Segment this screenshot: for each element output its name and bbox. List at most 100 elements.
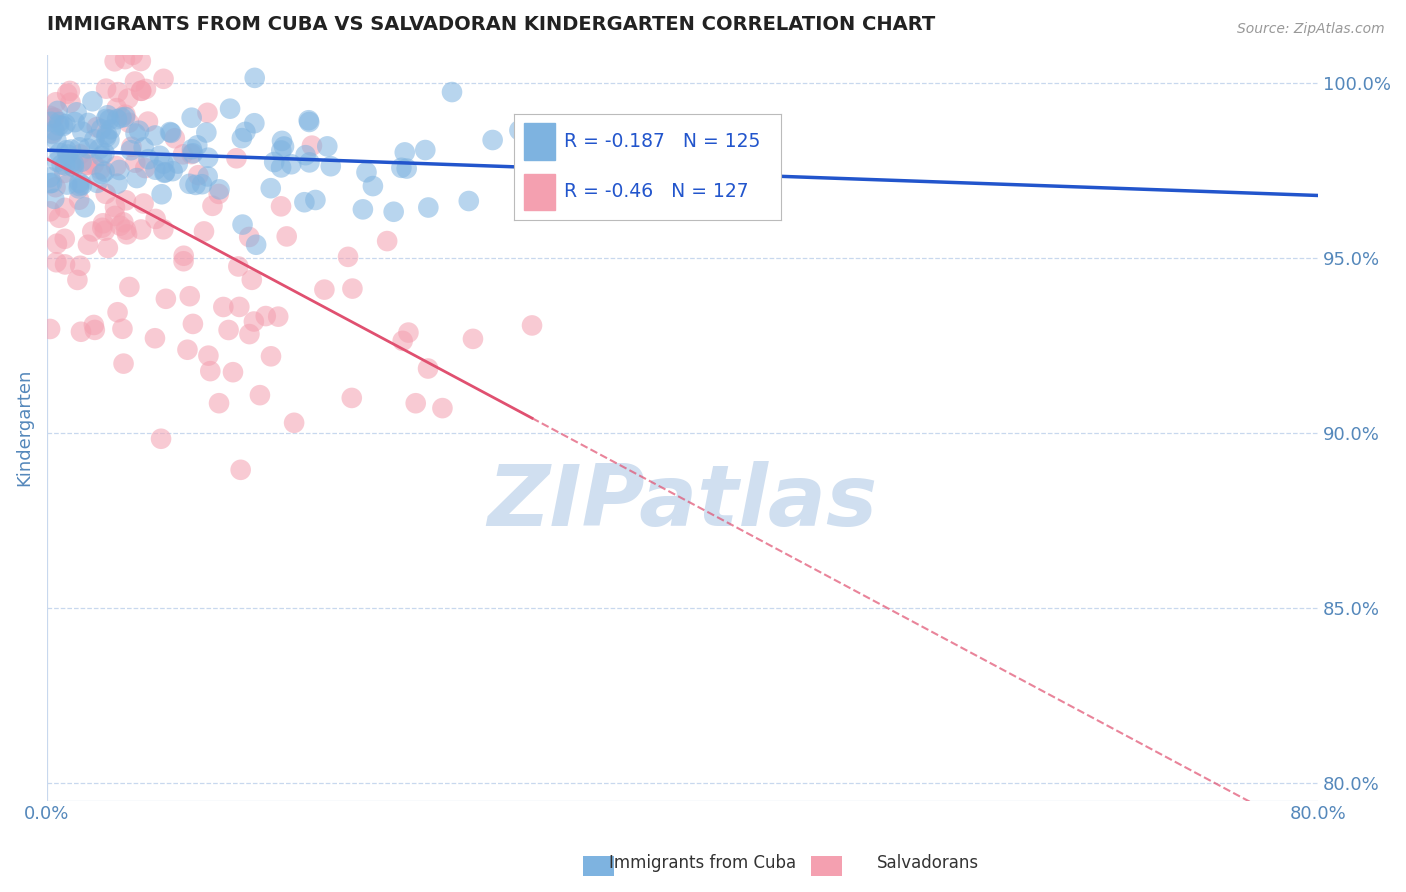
Point: [138, 152, 160, 166]
Point: [243, 314, 266, 328]
Point: [280, 157, 302, 171]
Point: [67, 181, 90, 195]
Point: [120, 140, 142, 154]
Point: [314, 283, 336, 297]
Point: [77, 141, 100, 155]
Point: [270, 144, 292, 158]
Point: [53, 201, 76, 215]
Point: [94, 224, 117, 238]
Point: [46, 236, 69, 251]
Point: [67, 179, 90, 194]
Text: R = -0.187   N = 125: R = -0.187 N = 125: [564, 132, 761, 151]
Point: [46, 154, 69, 169]
Point: [91, 220, 114, 235]
Text: ZIPatlas: ZIPatlas: [488, 461, 877, 544]
Point: [55, 143, 77, 157]
Point: [193, 224, 215, 238]
Point: [135, 82, 157, 96]
Point: [356, 165, 378, 179]
Point: [52, 119, 75, 133]
Point: [117, 91, 139, 105]
Point: [187, 168, 209, 182]
Point: [520, 318, 543, 333]
Point: [100, 122, 122, 136]
Point: [67, 176, 90, 190]
Point: [191, 178, 214, 192]
Point: [96, 128, 118, 142]
Point: [69, 147, 91, 161]
Point: [69, 140, 91, 154]
Point: [276, 229, 298, 244]
Point: [72, 125, 94, 139]
Point: [39, 109, 62, 123]
Point: [70, 178, 93, 192]
Point: [110, 219, 132, 233]
Point: [66, 273, 89, 287]
Point: [413, 143, 436, 157]
Point: [304, 193, 326, 207]
Point: [229, 463, 252, 477]
Point: [76, 158, 98, 172]
Point: [114, 108, 136, 122]
Point: [63, 157, 86, 171]
Point: [129, 54, 152, 68]
Point: [228, 260, 250, 274]
Point: [91, 216, 114, 230]
Point: [70, 325, 93, 339]
Point: [115, 223, 138, 237]
Point: [155, 292, 177, 306]
Point: [46, 103, 69, 118]
Point: [270, 199, 292, 213]
Point: [208, 396, 231, 410]
Point: [107, 85, 129, 99]
Point: [56, 87, 79, 101]
Point: [104, 200, 127, 214]
Point: [238, 327, 260, 342]
Point: [73, 200, 96, 214]
Point: [163, 131, 186, 145]
Point: [60, 159, 83, 173]
Point: [159, 125, 181, 139]
Point: [301, 138, 323, 153]
Point: [457, 194, 479, 208]
Point: [65, 6, 87, 21]
Point: [132, 140, 155, 154]
Point: [225, 151, 247, 165]
Point: [82, 225, 104, 239]
Point: [271, 134, 294, 148]
Point: [129, 222, 152, 236]
Point: [342, 282, 364, 296]
Point: [112, 215, 135, 229]
Point: [238, 230, 260, 244]
Point: [114, 110, 136, 124]
Point: [48, 145, 70, 160]
Point: [105, 159, 128, 173]
Point: [150, 432, 173, 446]
Point: [197, 169, 219, 184]
Point: [416, 361, 439, 376]
Point: [440, 85, 463, 99]
Point: [124, 155, 146, 169]
Point: [591, 181, 613, 195]
Point: [405, 396, 427, 410]
Point: [63, 161, 86, 175]
Point: [118, 116, 141, 130]
Point: [184, 178, 207, 192]
Point: [121, 48, 143, 62]
Point: [508, 123, 530, 137]
Point: [53, 232, 76, 246]
Point: [592, 127, 614, 141]
Point: [208, 182, 231, 196]
Point: [69, 259, 91, 273]
Point: [90, 122, 112, 136]
Point: [39, 176, 62, 190]
Point: [340, 391, 363, 405]
Point: [150, 187, 173, 202]
Point: [56, 178, 79, 192]
Point: [77, 116, 100, 130]
Point: [83, 323, 105, 337]
Point: [153, 166, 176, 180]
Point: [86, 120, 108, 135]
Point: [94, 186, 117, 201]
Point: [83, 132, 105, 146]
